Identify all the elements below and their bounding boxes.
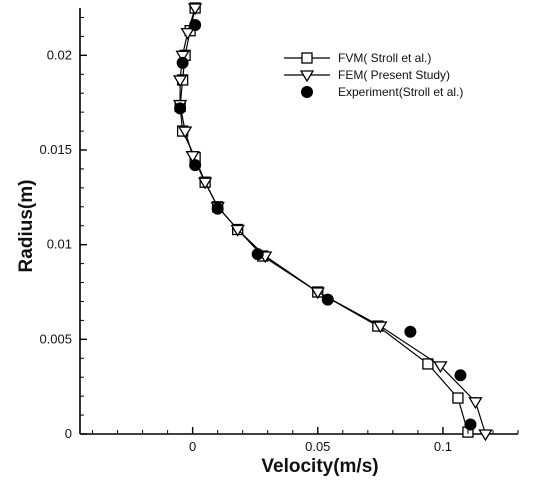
- legend-marker: [299, 70, 315, 83]
- data-point: [373, 321, 388, 334]
- legend-label: Experiment(Stroll et al.): [338, 85, 463, 99]
- y-axis-title: Radius(m): [16, 180, 37, 273]
- axis-ticks: 0 0.05 0.1 0 0.005 0.01 0.015 0.02: [39, 16, 519, 454]
- y-tick-label: 0.02: [47, 47, 72, 62]
- y-tick-label: 0: [65, 426, 72, 441]
- data-point: [251, 248, 264, 261]
- data-point: [176, 56, 189, 69]
- y-tick-label: 0.01: [47, 237, 72, 252]
- legend: FVM( Stroll et al.) FEM( Present Study) Ex…: [284, 51, 463, 99]
- series-layer: [172, 2, 493, 442]
- series-filled-circle: [174, 19, 477, 431]
- data-point: [172, 75, 188, 88]
- data-point: [404, 325, 417, 338]
- y-tick-label: 0.005: [39, 331, 72, 346]
- data-point: [174, 102, 187, 115]
- y-tick-label: 0.015: [39, 142, 72, 157]
- data-point: [185, 151, 200, 163]
- x-axis-title: Velocity(m/s): [261, 456, 378, 477]
- x-tick-label: 0.05: [305, 439, 330, 454]
- data-point: [478, 429, 493, 442]
- data-point: [197, 177, 213, 190]
- data-point: [175, 50, 190, 63]
- data-point: [464, 418, 477, 431]
- data-point: [189, 159, 202, 172]
- legend-marker: [301, 86, 313, 98]
- data-point: [422, 358, 434, 370]
- data-point: [177, 126, 193, 139]
- data-point: [468, 397, 483, 410]
- data-point: [310, 287, 325, 300]
- data-point: [230, 224, 245, 237]
- x-tick-label: 0.1: [434, 439, 452, 454]
- data-point: [454, 369, 467, 382]
- data-point: [180, 27, 195, 40]
- x-tick-label: 0: [189, 439, 196, 454]
- legend-label: FVM( Stroll et al.): [338, 51, 431, 65]
- data-point: [452, 392, 464, 404]
- legend-marker: [301, 52, 313, 64]
- data-point: [187, 3, 203, 16]
- legend-label: FEM( Present Study): [338, 68, 450, 82]
- data-point: [321, 293, 334, 306]
- data-point: [211, 202, 224, 215]
- plot-frame: [79, 8, 518, 435]
- data-point: [189, 19, 202, 32]
- data-point: [433, 361, 448, 374]
